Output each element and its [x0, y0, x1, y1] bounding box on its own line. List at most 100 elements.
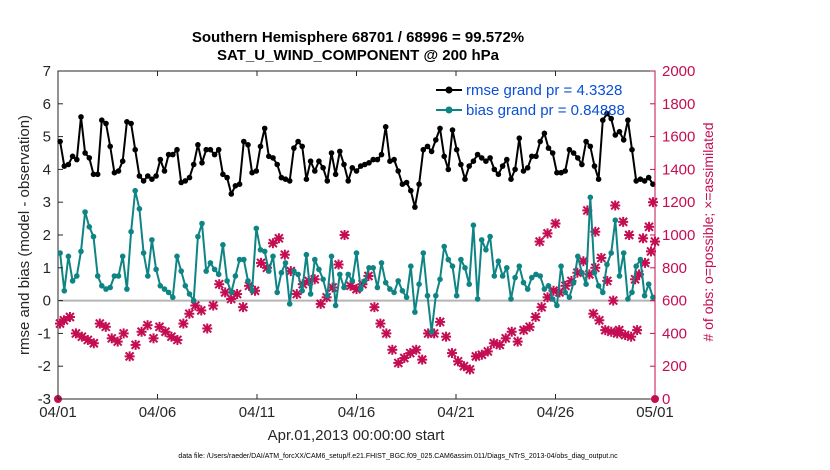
assimilated-obs-marker — [644, 221, 655, 232]
x-tick-label: 04/01 — [39, 404, 77, 421]
rmse-point — [428, 148, 435, 155]
y-right-tick-label: 1800 — [662, 96, 695, 113]
rmse-point — [140, 178, 147, 184]
rmse-point — [433, 137, 439, 143]
rmse-point — [470, 158, 477, 164]
rmse-point — [620, 137, 627, 143]
y-left-tick-label: 6 — [43, 96, 51, 113]
rmse-point — [483, 158, 489, 164]
rmse-point — [612, 132, 619, 138]
legend-bias-label: bias grand pr = 0.84888 — [466, 102, 625, 119]
rmse-point — [74, 156, 80, 163]
bias-point — [637, 256, 644, 263]
y-right-tick-label: 1200 — [662, 194, 695, 211]
rmse-point — [224, 174, 230, 181]
bias-point — [604, 261, 610, 268]
bias-point — [562, 289, 568, 296]
bias-point — [349, 278, 356, 284]
assimilated-obs-marker — [393, 357, 404, 368]
assimilated-obs-marker — [441, 331, 452, 342]
bias-point — [382, 279, 389, 286]
rmse-point — [295, 138, 301, 145]
rmse-point — [395, 168, 402, 174]
bias-point — [132, 187, 138, 194]
bias-point — [470, 222, 477, 228]
assimilated-obs-marker — [411, 344, 422, 355]
rmse-point — [416, 181, 422, 187]
bias-point — [199, 220, 205, 227]
bias-point — [345, 271, 352, 278]
bias-point — [253, 225, 260, 232]
bias-point — [74, 273, 80, 279]
y-left-tick-label: 0 — [43, 293, 51, 310]
bias-point — [504, 265, 510, 271]
rmse-point — [570, 150, 577, 156]
plot-area — [57, 70, 656, 400]
bias-point — [591, 269, 598, 276]
bias-point — [633, 263, 639, 270]
bias-point — [420, 250, 427, 256]
bias-point — [370, 265, 377, 271]
bias-point — [90, 233, 97, 240]
assimilated-obs-marker — [417, 354, 428, 365]
assimilated-obs-marker — [381, 328, 392, 339]
rmse-point — [566, 146, 573, 153]
assimilated-obs-marker — [64, 312, 75, 322]
assimilated-obs-marker — [279, 249, 290, 260]
bias-point — [124, 286, 130, 292]
rmse-point — [124, 119, 130, 125]
bias-point — [324, 292, 331, 299]
bias-point — [529, 274, 535, 281]
rmse-point — [487, 155, 493, 161]
assimilated-obs-marker — [506, 326, 517, 337]
rmse-point — [128, 120, 134, 127]
assimilated-obs-marker — [646, 246, 657, 257]
bias-point — [441, 243, 448, 250]
assimilated-obs-marker — [608, 295, 619, 306]
bias-point — [587, 194, 594, 201]
bias-point — [174, 253, 180, 260]
rmse-point — [266, 153, 272, 160]
bias-point — [428, 329, 435, 335]
rmse-point — [437, 125, 443, 132]
rmse-point — [600, 117, 606, 123]
assimilated-obs-marker — [333, 259, 344, 270]
assimilated-obs-marker — [118, 328, 129, 339]
rmse-point — [633, 178, 639, 184]
rmse-point — [595, 176, 602, 182]
footnote: data file: /Users/raeder/DAI/ATM_forcXX/… — [178, 453, 618, 460]
y-right-tick-label: 1000 — [662, 227, 695, 244]
rmse-point — [115, 168, 122, 174]
rmse-point — [328, 150, 335, 156]
rmse-point — [94, 171, 101, 178]
bias-point — [332, 302, 339, 309]
rmse-point — [236, 181, 243, 187]
rmse-point — [349, 165, 356, 171]
y-axis-left-label: rmse and bias (model - observation) — [16, 115, 33, 355]
rmse-point — [625, 117, 631, 123]
legend: rmse grand pr = 4.3328 bias grand pr = 0… — [436, 82, 625, 119]
bias-point — [478, 237, 485, 243]
bias-point — [149, 237, 155, 243]
bias-point — [512, 274, 518, 281]
bias-point — [650, 294, 656, 301]
rmse-point — [119, 158, 126, 164]
y-right-tick-label: 200 — [662, 358, 687, 375]
bias-point — [153, 266, 159, 273]
assimilated-obs-marker — [610, 200, 621, 211]
bias-point — [341, 284, 347, 291]
assimilated-obs-marker — [327, 282, 338, 293]
bias-point — [241, 256, 247, 263]
rmse-point — [645, 174, 652, 181]
bias-point — [157, 283, 164, 289]
bias-point — [215, 271, 222, 278]
bias-point — [433, 292, 439, 299]
rmse-point — [387, 158, 393, 164]
assimilated-obs-marker — [202, 323, 213, 334]
rmse-point — [391, 156, 397, 163]
bias-point — [466, 281, 473, 288]
rmse-point — [220, 171, 226, 178]
y-right-tick-label: 1600 — [662, 129, 695, 146]
rmse-point — [362, 161, 368, 168]
